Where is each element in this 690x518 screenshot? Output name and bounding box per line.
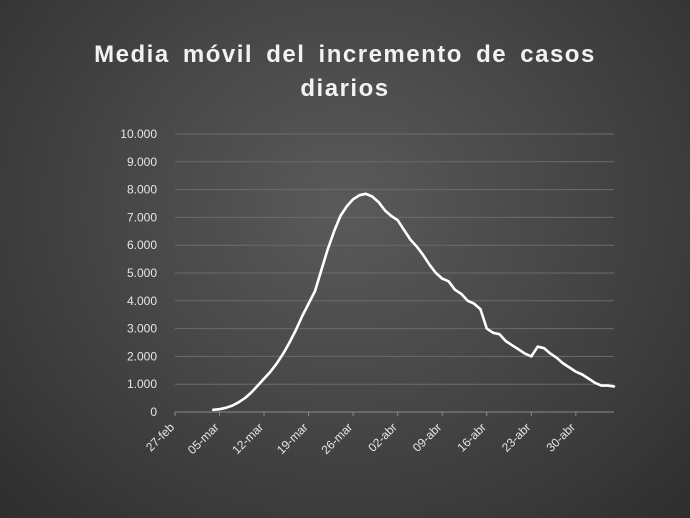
x-tick-label: 27-feb — [143, 420, 177, 454]
x-tick-label: 30-abr — [544, 420, 578, 454]
x-axis — [174, 411, 614, 416]
x-tick-label: 16-abr — [454, 420, 488, 454]
y-tick-label: 6.000 — [127, 238, 157, 252]
series-line — [211, 192, 616, 412]
x-axis-tick-labels: 27-feb 05-mar 12-mar 19-mar 26-mar 02-abr 09-a… — [143, 420, 578, 457]
x-tick-label: 23-abr — [499, 420, 533, 454]
y-tick-label: 10.000 — [120, 127, 157, 141]
y-tick-label: 8.000 — [127, 183, 157, 197]
chart-title-line-2: diarios — [300, 75, 390, 102]
y-tick-label: 7.000 — [127, 210, 157, 224]
x-tick-label: 05-mar — [185, 420, 222, 457]
x-tick-label: 26-mar — [318, 420, 355, 457]
y-tick-label: 0 — [150, 405, 157, 419]
chart-title: Media móvil del incremento de casos diar… — [0, 38, 690, 106]
x-tick-label: 12-mar — [229, 420, 266, 457]
x-tick-label: 19-mar — [274, 420, 311, 457]
x-tick-label: 09-abr — [410, 420, 444, 454]
x-tick-label: 02-abr — [365, 420, 399, 454]
y-tick-label: 9.000 — [127, 155, 157, 169]
y-axis-tick-labels: 0 1.000 2.000 3.000 4.000 5.000 6.000 7.000 8.00… — [120, 127, 157, 419]
chart-title-line-1: Media móvil del incremento de casos — [94, 41, 596, 68]
series-layer — [211, 192, 616, 412]
y-tick-label: 3.000 — [127, 322, 157, 336]
gridlines — [175, 133, 614, 385]
y-tick-label: 5.000 — [127, 266, 157, 280]
y-tick-label: 1.000 — [127, 377, 157, 391]
y-tick-label: 2.000 — [127, 349, 157, 363]
y-tick-label: 4.000 — [127, 294, 157, 308]
